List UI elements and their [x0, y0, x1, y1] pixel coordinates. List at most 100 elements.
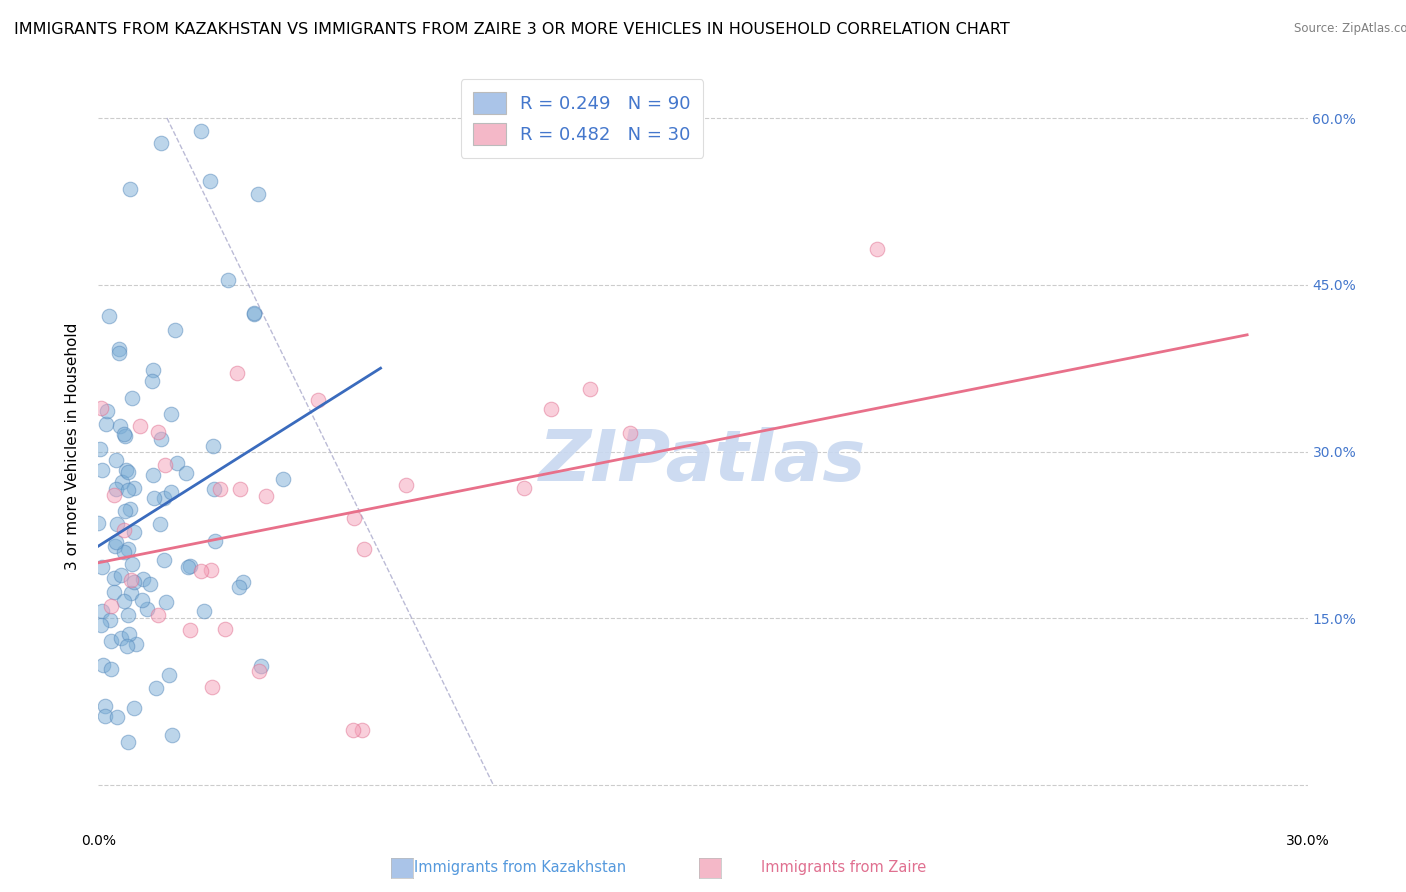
Point [114, 429, 136, 443]
Point [619, 426, 641, 441]
Point [214, 623, 236, 637]
Point [866, 242, 889, 256]
Point [176, 560, 198, 574]
Point [307, 392, 329, 407]
Point [204, 534, 226, 549]
Point [166, 456, 188, 470]
Point [540, 402, 562, 417]
Point [395, 478, 418, 492]
Point [254, 489, 277, 503]
Point [193, 604, 215, 618]
Point [121, 391, 143, 405]
Point [115, 639, 138, 653]
Point [115, 463, 138, 477]
Point [149, 517, 172, 532]
Text: IMMIGRANTS FROM KAZAKHSTAN VS IMMIGRANTS FROM ZAIRE 3 OR MORE VEHICLES IN HOUSEH: IMMIGRANTS FROM KAZAKHSTAN VS IMMIGRANTS… [14, 22, 1010, 37]
Point [105, 516, 128, 531]
Point [98, 310, 121, 324]
Point [114, 504, 136, 518]
Point [118, 627, 141, 641]
Point [160, 728, 183, 742]
Point [87, 516, 110, 530]
Point [104, 452, 127, 467]
Point [117, 607, 139, 622]
Point [91, 604, 114, 618]
Point [149, 433, 172, 447]
Point [165, 323, 187, 337]
Point [117, 735, 139, 749]
Point [201, 680, 224, 694]
Point [131, 593, 153, 607]
Point [190, 564, 212, 578]
Point [204, 482, 226, 496]
Point [120, 182, 142, 196]
Point [153, 458, 176, 473]
Point [132, 572, 155, 586]
Point [117, 541, 139, 556]
Point [105, 482, 128, 496]
Point [110, 568, 132, 582]
Point [153, 553, 176, 567]
Point [198, 174, 221, 188]
Text: Immigrants from Zaire: Immigrants from Zaire [761, 860, 927, 874]
Point [179, 558, 201, 573]
Point [105, 710, 128, 724]
Point [100, 599, 122, 614]
Point [125, 637, 148, 651]
Point [100, 662, 122, 676]
Point [112, 544, 135, 558]
Point [160, 407, 183, 421]
Point [148, 425, 170, 439]
Point [107, 346, 129, 360]
Point [110, 419, 132, 434]
Point [112, 427, 135, 442]
Point [352, 723, 374, 737]
Point [124, 525, 146, 540]
Point [353, 541, 375, 556]
Point [242, 306, 264, 320]
Point [103, 488, 125, 502]
Legend: R = 0.249   N = 90, R = 0.482   N = 30: R = 0.249 N = 90, R = 0.482 N = 30 [461, 79, 703, 158]
Point [122, 701, 145, 715]
Point [120, 586, 142, 600]
Point [104, 539, 127, 553]
Point [249, 658, 271, 673]
Point [108, 343, 131, 357]
Point [247, 186, 270, 201]
Point [232, 574, 254, 589]
Text: ZIPatlas: ZIPatlas [540, 427, 866, 496]
Point [142, 468, 165, 483]
Point [159, 485, 181, 500]
Point [112, 594, 135, 608]
Point [103, 571, 125, 585]
Point [201, 439, 224, 453]
Text: Immigrants from Kazakhstan: Immigrants from Kazakhstan [415, 860, 626, 874]
Point [145, 681, 167, 695]
Point [98, 613, 121, 627]
Point [513, 481, 536, 495]
Point [103, 585, 125, 599]
Point [105, 535, 128, 549]
Point [143, 491, 166, 505]
Point [142, 362, 165, 376]
Point [94, 709, 117, 723]
Point [90, 463, 112, 477]
Point [100, 633, 122, 648]
Point [110, 475, 132, 490]
Point [122, 481, 145, 495]
Point [118, 502, 141, 516]
Point [121, 557, 143, 571]
Point [271, 472, 294, 486]
Point [179, 623, 201, 637]
Point [208, 482, 231, 496]
Y-axis label: 3 or more Vehicles in Household: 3 or more Vehicles in Household [65, 322, 80, 570]
Point [91, 560, 114, 574]
Point [94, 698, 117, 713]
Point [94, 417, 117, 431]
Point [229, 482, 252, 496]
Point [112, 524, 135, 538]
Point [136, 602, 159, 616]
Point [342, 723, 364, 737]
Point [249, 664, 271, 678]
Point [190, 124, 212, 138]
